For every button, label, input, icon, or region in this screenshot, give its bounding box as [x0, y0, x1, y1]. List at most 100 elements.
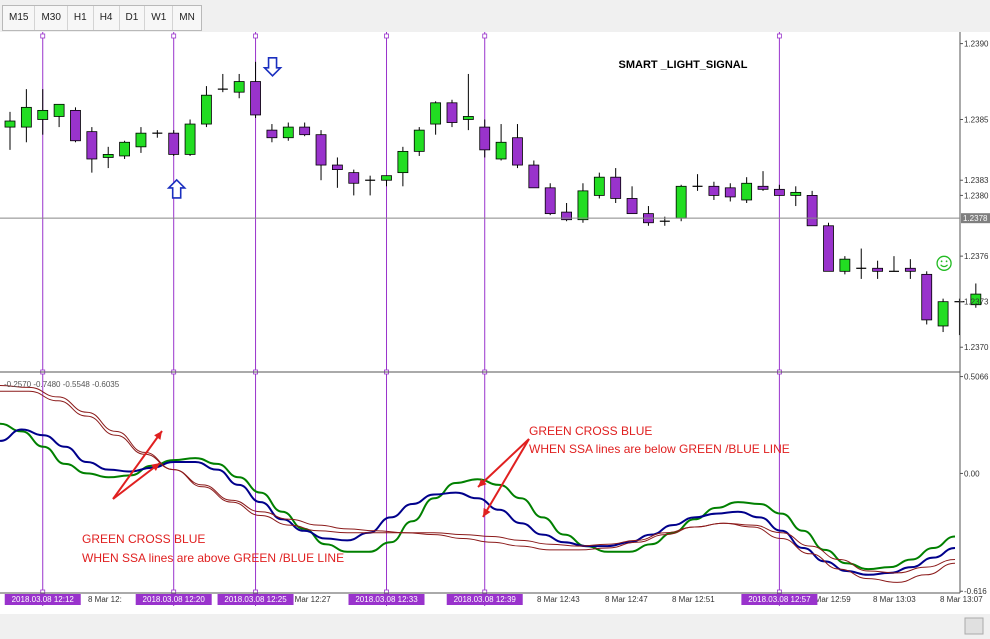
- candle-body: [626, 198, 638, 215]
- bottom-strip: [0, 614, 990, 639]
- signal-line-handle: [171, 33, 177, 39]
- price-tick-label: 1.2383: [964, 176, 989, 185]
- tf-button-w1[interactable]: W1: [145, 6, 174, 30]
- sell-arrow-icon: [262, 57, 283, 77]
- oscillator-tick-label: -0.616: [964, 587, 987, 596]
- annotation-bottom-line2: WHEN SSA lines are above GREEN /BLUE LIN…: [82, 551, 344, 565]
- candle-body: [348, 172, 360, 184]
- time-marker-badge: [446, 594, 523, 605]
- time-tick-label: 8 Mar 13:03: [873, 595, 916, 604]
- candle-body: [4, 120, 16, 128]
- tf-button-m15[interactable]: M15: [3, 6, 36, 30]
- candle-body: [577, 190, 589, 221]
- candle-body: [724, 187, 736, 198]
- candle-body: [462, 116, 474, 120]
- time-tick-label: 8 Mar 12:51: [672, 595, 715, 604]
- candle-body: [184, 123, 196, 155]
- candle-body: [904, 267, 916, 272]
- candle-body: [266, 129, 278, 139]
- annotation-arrow: [112, 430, 163, 500]
- candle-body: [20, 106, 32, 128]
- time-marker-label: 2018.03.08 12:33: [355, 595, 418, 604]
- oscillator-tick-label: 0.5066: [964, 373, 989, 382]
- annotation-arrowhead: [154, 431, 162, 440]
- candle-body: [561, 211, 572, 221]
- time-marker-badge: [135, 594, 212, 605]
- annotation-arrow: [477, 438, 530, 488]
- candle-body: [102, 154, 114, 158]
- signal-line-handle: [776, 33, 782, 39]
- annotation-arrowhead: [151, 463, 160, 471]
- tf-button-h1[interactable]: H1: [68, 6, 94, 30]
- candle-body: [70, 109, 81, 142]
- candle-body: [921, 273, 933, 321]
- candle-body: [790, 191, 802, 196]
- candle-body: [495, 141, 507, 160]
- time-tick-label: 8 Mar 12:47: [605, 595, 648, 604]
- candle-body: [593, 176, 605, 196]
- tf-button-h4[interactable]: H4: [94, 6, 120, 30]
- candle-body: [119, 141, 130, 157]
- time-tick-label: 8 Mar 13:07: [940, 595, 983, 604]
- oscillator-values: -0.2570 -0.7480 -0.5548 -0.6035: [4, 380, 120, 389]
- timeframe-toolbar: M15 M30 H1 H4 D1 W1 MN: [0, 0, 990, 33]
- time-marker-label: 2018.03.08 12:20: [143, 595, 206, 604]
- buy-arrow-icon: [166, 178, 187, 199]
- candle-body: [806, 195, 818, 227]
- candle-body: [397, 150, 409, 174]
- time-marker-badge: [4, 594, 81, 605]
- time-marker-badge: [741, 594, 818, 605]
- price-tick-label: 1.2385: [964, 116, 989, 125]
- annotation-top-line2: WHEN SSA lines are below GREEN /BLUE LIN…: [529, 442, 790, 456]
- time-marker-badge: [217, 594, 294, 605]
- time-tick-label: 8 Mar 12:27: [288, 595, 331, 604]
- candle-body: [773, 188, 785, 196]
- smiley-eye: [940, 260, 943, 263]
- annotation-arrow: [112, 462, 161, 500]
- time-marker-label: 2018.03.08 12:12: [12, 595, 75, 604]
- smiley-mouth: [940, 264, 948, 268]
- time-marker-label: 2018.03.08 12:57: [748, 595, 811, 604]
- candle-body: [315, 134, 327, 166]
- tf-button-d1[interactable]: D1: [120, 6, 146, 30]
- candle-body: [430, 102, 442, 125]
- timeframe-buttons: M15 M30 H1 H4 D1 W1 MN: [2, 5, 202, 31]
- time-tick-label: 8 Mar 12:59: [808, 595, 851, 604]
- time-tick-label: 8 Mar 12:: [88, 595, 122, 604]
- current-price-label: 1.2378: [963, 214, 988, 223]
- price-tick-label: 1.2376: [964, 252, 989, 261]
- current-price-badge: [961, 213, 990, 224]
- candle-body: [823, 225, 834, 272]
- time-marker-label: 2018.03.08 12:25: [224, 595, 287, 604]
- oscillator-tick-label: 0.00: [964, 469, 980, 478]
- oscillator-line-ssa1: [0, 390, 956, 574]
- candle-body: [250, 81, 261, 116]
- candle-body: [168, 132, 180, 155]
- signal-line-handle: [482, 33, 488, 39]
- candle-body: [446, 102, 458, 123]
- candle-body: [331, 164, 343, 171]
- candle-body: [86, 131, 98, 160]
- price-tick-label: 1.2373: [964, 298, 989, 307]
- price-tick-label: 1.2370: [964, 343, 989, 352]
- candle-body: [299, 126, 311, 136]
- candle-body: [544, 187, 556, 215]
- time-tick-label: 8 Mar 12:43: [537, 595, 580, 604]
- annotation-arrowhead: [483, 508, 491, 517]
- indicator-title: SMART _LIGHT_SIGNAL: [619, 59, 748, 71]
- price-tick-label: 1.2390: [964, 40, 989, 49]
- annotation-arrow: [482, 438, 530, 518]
- candle-body: [53, 103, 65, 117]
- candle-body: [757, 185, 769, 190]
- signal-line-handle: [40, 33, 46, 39]
- time-marker-label: 2018.03.08 12:39: [454, 595, 517, 604]
- scroll-button: [964, 617, 984, 635]
- candle-body: [741, 182, 753, 201]
- chart-canvas[interactable]: 1.2390 1.2385 1.2383 1.2380 1.2376 1.2373 1.23…: [0, 32, 990, 639]
- price-tick-label: 1.2380: [964, 191, 989, 200]
- candle-body: [872, 267, 884, 272]
- smiley-icon: [936, 255, 952, 271]
- tf-button-mn[interactable]: MN: [179, 12, 195, 23]
- tf-button-m30[interactable]: M30: [35, 6, 68, 30]
